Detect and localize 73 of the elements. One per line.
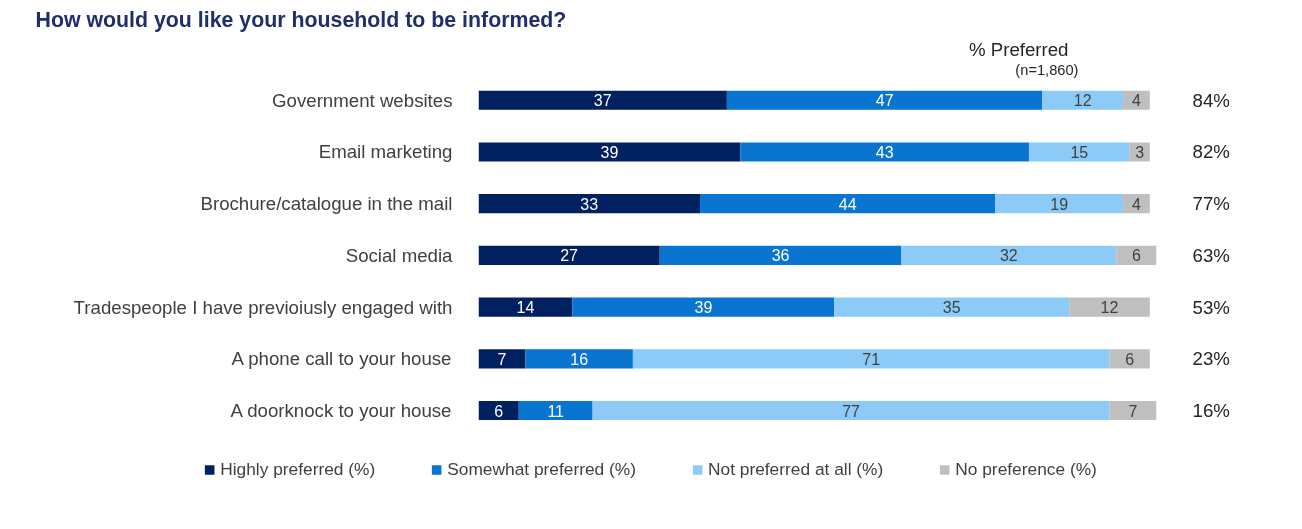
data-label: 7 [1128,402,1138,420]
data-label: 33 [580,195,599,213]
y-tick-label: A doorknock to your house [230,400,452,422]
bar [1109,400,1157,421]
text: 84% [1192,89,1230,111]
data-label: 32 [999,247,1018,265]
text: 63% [1192,244,1230,266]
data-label: 11 [547,402,565,420]
data-label: 27 [560,247,579,265]
data-label: 71 [862,350,881,368]
data-label: 6 [1131,247,1141,265]
bar [518,400,593,421]
y-tick-label: Tradespeople I have previoiusly engaged with [73,296,453,318]
bar [659,245,902,265]
data-label: 36 [771,247,790,265]
y-tick-label: Brochure/catalogue in the mail [200,193,453,215]
data-label: 35 [942,299,961,317]
data-label: 15 [1070,143,1089,161]
bar [995,194,1123,214]
y-tick-label: Social media [345,244,454,266]
bar [525,349,633,369]
y-tick-label: A phone call to your house [231,348,452,370]
data-label: 7 [497,350,507,368]
bar [700,194,996,214]
data-label: 16 [570,350,589,368]
bar [1028,142,1130,162]
text: 77% [1192,193,1230,215]
data-label: 19 [1050,195,1069,213]
data-label: 47 [875,92,894,110]
text: How would you like your household to be informed? [35,7,567,32]
bar [740,142,1029,162]
bar [478,194,701,214]
bar [726,90,1043,110]
data-label: 14 [516,299,535,317]
data-label: 4 [1131,92,1141,110]
bar [478,142,741,162]
data-label: 3 [1135,143,1145,161]
data-label: 39 [694,299,713,317]
bar [478,245,660,265]
legend-label: Somewhat preferred (%) [447,458,636,480]
text: 82% [1192,141,1230,163]
bar [834,297,1070,317]
data-label: 43 [875,143,894,161]
bar [478,90,727,110]
data-label: 6 [494,402,504,420]
bar [1069,297,1150,317]
data-label: 6 [1125,350,1135,368]
text: 16% [1192,400,1230,422]
bar [572,297,835,317]
bar [632,349,1110,369]
bar [478,297,573,317]
data-label: 4 [1131,195,1141,213]
annotation: (n=1,860) [1015,61,1079,78]
legend-label: Not preferred at all (%) [707,458,884,480]
data-label: 39 [600,143,619,161]
text: 53% [1192,296,1230,318]
data-label: 37 [593,92,612,110]
data-label: 77 [842,402,861,420]
bar [478,400,519,421]
data-label: 44 [838,195,857,213]
text: % Preferred [968,38,1069,60]
bar [592,400,1110,421]
text: 23% [1192,348,1230,370]
y-tick-label: Government websites [272,89,453,111]
bar [1042,90,1123,110]
data-label: 12 [1073,92,1092,110]
bar [901,245,1117,265]
legend-label: No preference (%) [955,458,1097,480]
data-label: 12 [1100,299,1119,317]
y-tick-label: Email marketing [318,141,453,163]
legend-label: Highly preferred (%) [220,458,376,480]
bar [478,349,526,369]
bar [1109,349,1150,369]
